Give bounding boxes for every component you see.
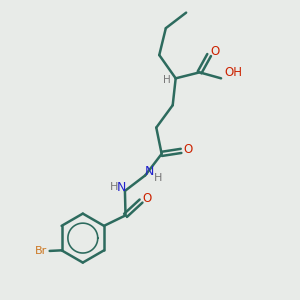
Text: Br: Br bbox=[34, 246, 47, 256]
Text: N: N bbox=[145, 165, 154, 178]
Text: H: H bbox=[110, 182, 119, 192]
Text: H: H bbox=[154, 173, 162, 183]
Text: H: H bbox=[163, 75, 171, 85]
Text: N: N bbox=[117, 181, 127, 194]
Text: O: O bbox=[210, 45, 219, 58]
Text: OH: OH bbox=[224, 66, 242, 79]
Text: O: O bbox=[183, 143, 192, 156]
Text: O: O bbox=[142, 192, 152, 205]
